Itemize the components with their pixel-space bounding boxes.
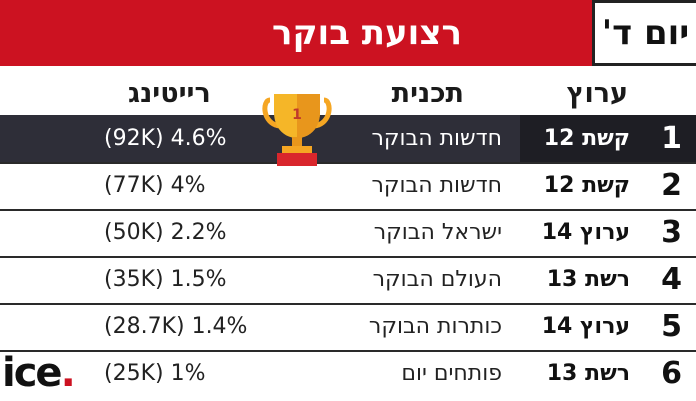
ice-logo: ice. [2,350,76,396]
table-row: 5 ערוץ 14 כותרות הבוקר (28.7K) 1.4% [0,303,696,352]
table-row: 3 ערוץ 14 ישראל הבוקר (50K) 2.2% [0,209,696,258]
channel: קשת 12 [543,126,630,151]
channel: רשת 13 [546,267,630,292]
header-day: יום ד' [592,0,696,66]
rank: 3 [661,215,682,250]
rank: 1 [661,121,682,156]
program: העולם הבוקר [372,267,502,292]
channel: ערוץ 14 [541,314,630,339]
logo-dot: . [60,350,76,396]
column-header-rating: רייטינג [128,78,211,109]
program: חדשות הבוקר [371,126,502,151]
table-row: 6 רשת 13 פותחים יום (25K) 1% [0,350,696,400]
table-row: 1 קשת 12 חדשות הבוקר (92K) 4.6% [0,115,696,164]
rank: 2 [661,168,682,203]
rating: (50K) 2.2% [104,220,227,245]
program: חדשות הבוקר [371,173,502,198]
table-row: 4 רשת 13 העולם הבוקר (35K) 1.5% [0,256,696,305]
column-header-program: תכנית [391,78,464,109]
rank: 6 [661,356,682,391]
rank: 5 [661,309,682,344]
channel: רשת 13 [546,361,630,386]
logo-text: ice [2,350,63,396]
rank: 4 [661,262,682,297]
rating: (92K) 4.6% [104,126,227,151]
channel: ערוץ 14 [541,220,630,245]
rank-cell-bg [520,115,696,162]
trophy-label: 1 [292,107,302,123]
rating: (77K) 4% [104,173,206,198]
rating: (28.7K) 1.4% [104,314,248,339]
program: פותחים יום [401,361,502,386]
header-banner: רצועת בוקר [0,0,592,66]
rating: (35K) 1.5% [104,267,227,292]
header-title: רצועת בוקר [272,13,462,53]
channel: קשת 12 [543,173,630,198]
rating: (25K) 1% [104,361,206,386]
trophy-icon: 1 [262,94,332,166]
program: כותרות הבוקר [368,314,502,339]
program: ישראל הבוקר [373,220,502,245]
table-row: 2 קשת 12 חדשות הבוקר (77K) 4% [0,162,696,211]
column-header-channel: ערוץ [566,78,628,109]
